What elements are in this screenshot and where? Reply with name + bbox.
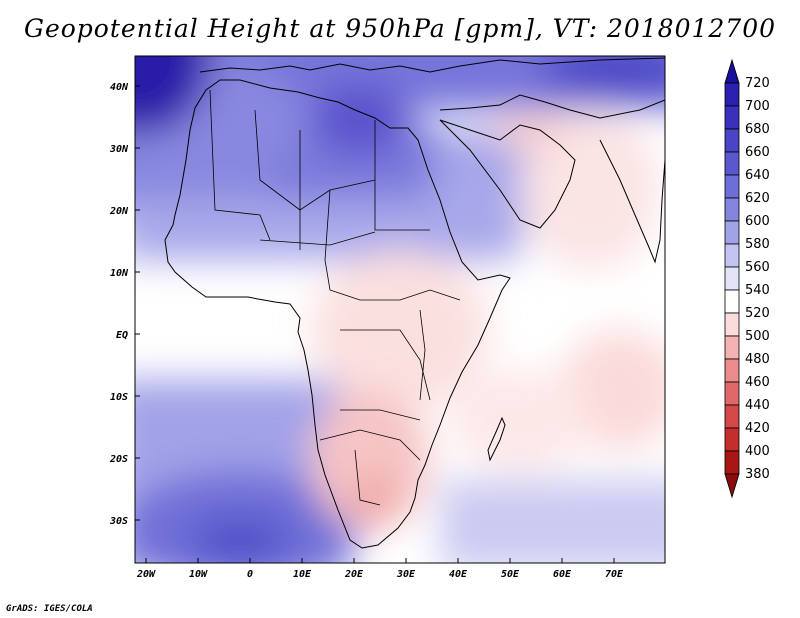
colorbar-swatch	[724, 335, 740, 360]
colorbar-swatch	[724, 174, 740, 199]
lat-tick-label: 40N	[110, 82, 129, 93]
colorbar-label: 480	[745, 352, 770, 367]
lon-tick-label: 0	[247, 569, 253, 580]
lon-tick-label: 70E	[605, 569, 624, 580]
lon-tick-label: 10W	[189, 569, 208, 580]
colorbar-label: 720	[745, 76, 770, 91]
lon-tick-label: 10E	[293, 569, 312, 580]
colorbar-swatch	[724, 220, 740, 245]
lat-tick-label: 20S	[109, 454, 128, 465]
colorbar-label: 500	[745, 329, 770, 344]
colorbar-swatch	[724, 197, 740, 222]
lat-tick-label: EQ	[116, 330, 128, 341]
plot-frame	[134, 55, 666, 564]
colorbar-swatch	[724, 151, 740, 176]
country-borders	[209, 89, 461, 506]
lon-tick-label: 30E	[396, 569, 416, 580]
colorbar-swatch	[724, 128, 740, 153]
lat-tick-label: 30S	[109, 516, 128, 527]
colorbar-swatch	[724, 289, 740, 314]
lat-tick-label: 30N	[109, 144, 129, 155]
lon-tick-label: 20E	[344, 569, 364, 580]
colorbar-swatch	[724, 58, 740, 84]
colorbar-swatch	[724, 243, 740, 268]
colorbar-label: 560	[745, 260, 770, 275]
colorbar-label: 600	[745, 214, 770, 229]
colorbar-label: 420	[745, 421, 770, 436]
colorbar-label: 680	[745, 122, 770, 137]
colorbar-swatch	[724, 473, 740, 499]
lon-tick-label: 40E	[449, 569, 468, 580]
lon-tick-label: 60E	[553, 569, 572, 580]
grads-credit: GrADS: IGES/COLA	[6, 604, 93, 614]
colorbar-swatch	[724, 404, 740, 429]
lat-tick-label: 20N	[109, 206, 129, 217]
lat-tick-label: 10S	[110, 392, 128, 403]
arabia	[439, 119, 576, 229]
lon-tick-label: 20W	[136, 569, 156, 580]
map-title: Geopotential Height at 950hPa [gpm], VT:…	[23, 14, 777, 43]
coastlines	[164, 57, 665, 549]
colorbar-swatch	[724, 358, 740, 383]
colorbar-swatch	[724, 312, 740, 337]
colorbar-swatch	[724, 381, 740, 406]
colorbar-label: 380	[745, 467, 770, 482]
madagascar	[487, 416, 506, 462]
colorbar-label: 640	[745, 168, 770, 183]
colorbar-label: 520	[745, 306, 770, 321]
colorbar: 720 700 680 660 640 620 600 580 560 540 520 500 480 4…	[724, 58, 770, 499]
colorbar-swatch	[724, 450, 740, 475]
colorbar-swatch	[724, 82, 740, 107]
colorbar-swatch	[724, 266, 740, 291]
colorbar-swatch	[724, 427, 740, 452]
colorbar-label: 440	[745, 398, 770, 413]
colorbar-label: 400	[745, 444, 770, 459]
colorbar-label: 540	[745, 283, 770, 298]
lon-tick-label: 50E	[501, 569, 520, 580]
colorbar-label: 580	[745, 237, 770, 252]
plot-area	[135, 56, 665, 563]
colorbar-label: 620	[745, 191, 770, 206]
lat-tick-label: 10N	[110, 268, 129, 279]
longitude-axis: 20W 10W 0 10E 20E 30E 40E 50E 60E 70E	[136, 558, 624, 580]
colorbar-label: 660	[745, 145, 770, 160]
latitude-axis: 40N 30N 20N 10N EQ 10S 20S 30S	[109, 82, 140, 527]
colorbar-label: 460	[745, 375, 770, 390]
height-field	[135, 56, 665, 563]
colorbar-label: 700	[745, 99, 770, 114]
colorbar-swatch	[724, 105, 740, 130]
